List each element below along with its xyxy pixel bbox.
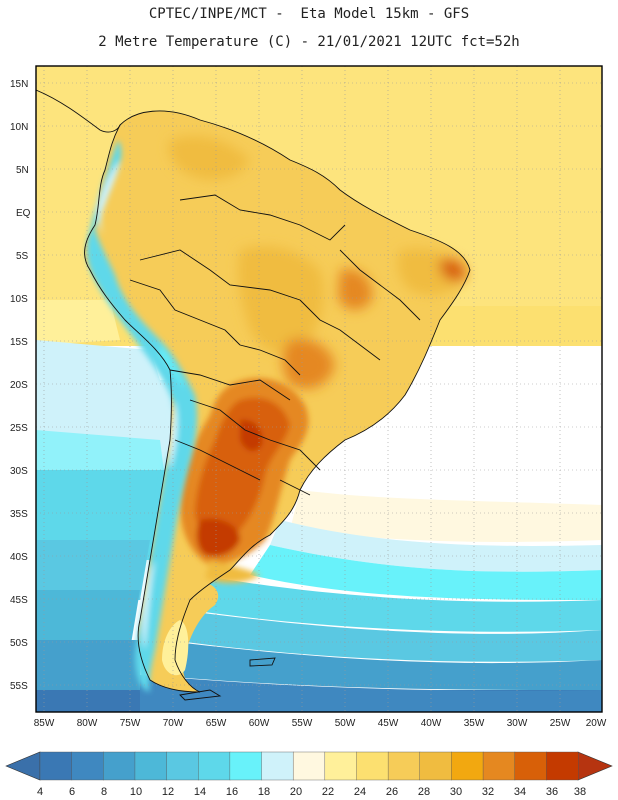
colorbar-label: 36 [546,786,558,798]
colorbar-label: 6 [69,786,75,798]
ocean-pacific-band-14 [36,470,170,560]
lon-label: 60W [249,718,270,729]
colorbar-swatch [514,751,547,781]
lon-label: 25W [550,718,571,729]
colorbar-label: 16 [226,786,238,798]
colorbar-labels: 4 6 8 10 12 14 16 18 20 22 24 26 28 30 3… [37,786,586,798]
atlantic-band-14 [190,575,602,632]
country-borders [36,89,471,701]
lat-label: 45S [10,595,28,606]
colorbar-swatch [198,751,231,781]
map-field [36,66,602,712]
colorbar-swatch [482,751,516,781]
colorbar-swatch [229,751,263,781]
colorbar-swatch [134,751,168,781]
lat-label: 10S [10,294,28,305]
lon-label: 70W [163,718,184,729]
warm-interior [168,136,466,389]
atlantic-band-8 [140,675,602,712]
lon-label: 35W [464,718,485,729]
colorbar-swatch [71,751,104,781]
atlantic-band-12 [170,610,602,662]
latitude-labels: 15N 10N 5N EQ 5S 10S 15S 20S 25S 30S 35S… [10,79,31,692]
colorbar: 4 6 8 10 12 14 16 18 20 22 24 26 28 30 3… [5,751,613,798]
map-frame [35,65,603,713]
ocean-pacific-band-12 [36,540,150,600]
lon-label: 65W [206,718,227,729]
lat-label: 15N [10,79,28,90]
colorbar-swatch [546,751,579,781]
colorbar-label: 14 [194,786,206,798]
ocean-pacific-band-10 [36,590,140,650]
colorbar-high-arrow [577,751,613,781]
colorbar-label: 38 [574,786,586,798]
colorbar-label: 30 [450,786,462,798]
lat-label: 35S [10,509,28,520]
lon-label: 45W [378,718,399,729]
lat-label: EQ [16,208,31,219]
lon-label: 40W [421,718,442,729]
andes-cold-stripe [86,140,198,692]
atlantic-band-18 [270,520,602,572]
lat-label: 20S [10,380,28,391]
colorbar-low-arrow [5,751,41,781]
lon-label: 30W [507,718,528,729]
atlantic-band-16 [250,545,602,600]
colorbar-swatch [324,751,357,781]
chart-title-line2: 2 Metre Temperature (C) - 21/01/2021 12U… [98,34,520,50]
colorbar-label: 32 [482,786,494,798]
colorbar-swatch [292,751,326,781]
colorbar-swatch [451,751,484,781]
lon-label: 75W [120,718,141,729]
colorbar-label: 22 [322,786,334,798]
colorbar-label: 28 [418,786,430,798]
colorbar-swatch [419,751,452,781]
colorbar-swatch [356,751,389,781]
colorbar-swatch [166,751,199,781]
colorbar-label: 20 [290,786,302,798]
lat-label: 15S [10,337,28,348]
lat-label: 5N [16,165,29,176]
lon-label: 20W [586,718,607,729]
lon-label: 50W [335,718,356,729]
chart-title-line1: CPTEC/INPE/MCT - Eta Model 15km - GFS [148,6,470,22]
lon-label: 85W [34,718,55,729]
lat-label: 5S [16,251,29,262]
colorbar-label: 18 [258,786,270,798]
colorbar-label: 10 [130,786,142,798]
colorbar-label: 8 [101,786,107,798]
colorbar-swatch [261,751,294,781]
lat-label: 10N [10,122,28,133]
colorbar-label: 4 [37,786,43,798]
colorbar-swatch [387,751,421,781]
colorbar-label: 26 [386,786,398,798]
colorbar-swatch [103,751,136,781]
lat-label: 50S [10,638,28,649]
ocean-pacific-mild [36,300,120,345]
colorbar-label: 12 [162,786,174,798]
ocean-pacific-band-8 [36,640,140,700]
colorbar-label: 34 [514,786,526,798]
lat-label: 25S [10,423,28,434]
colorbar-swatches [39,751,579,781]
lat-label: 30S [10,466,28,477]
lon-label: 55W [292,718,313,729]
lat-label: 55S [10,681,28,692]
colorbar-swatch [39,751,73,781]
colorbar-label: 24 [354,786,366,798]
ocean-pacific-band-16 [36,430,165,480]
ocean-pacific-cool [36,340,160,380]
lon-label: 80W [77,718,98,729]
longitude-labels: 85W 80W 75W 70W 65W 60W 55W 50W 45W 40W … [34,718,607,729]
atlantic-band-10 [150,640,602,690]
atlantic-band-20 [290,490,602,542]
lat-label: 40S [10,552,28,563]
patagonia-cool [162,620,189,676]
